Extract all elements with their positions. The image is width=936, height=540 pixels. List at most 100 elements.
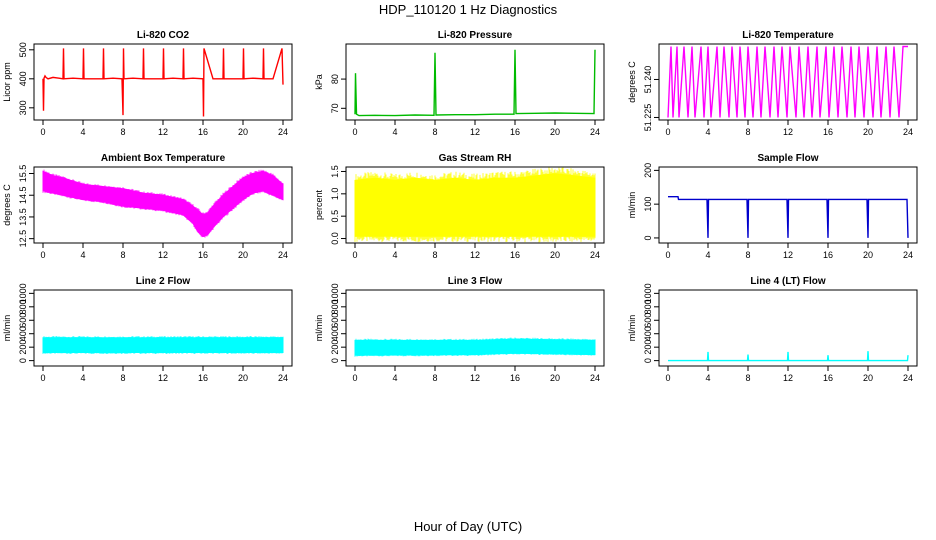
x-tick-label: 4	[705, 250, 710, 260]
plot-area	[668, 351, 909, 362]
plot-area	[42, 335, 284, 355]
panel-title: Sample Flow	[757, 153, 818, 164]
x-tick-label: 8	[432, 127, 437, 137]
x-tick-label: 4	[705, 373, 710, 383]
x-tick-label: 12	[470, 127, 480, 137]
y-tick-label: 12.5	[18, 230, 28, 248]
plot-area	[354, 167, 596, 243]
x-tick-label: 12	[783, 127, 793, 137]
y-tick-label: 1000	[330, 283, 340, 303]
y-tick-label: 15.5	[18, 165, 28, 183]
y-tick-label: 51.225	[643, 104, 653, 132]
y-axis-label: ml/min	[627, 315, 637, 342]
y-tick-label: 800	[330, 299, 340, 314]
x-tick-label: 24	[590, 373, 600, 383]
x-tick-label: 12	[158, 373, 168, 383]
panel-9: Line 4 (LT) Flow ml/min 0 4 8 12 16 20 24 0 200400…	[627, 276, 918, 383]
plot-frame	[33, 289, 293, 367]
x-tick-label: 20	[238, 373, 248, 383]
x-tick-label: 24	[590, 250, 600, 260]
panel-3: Li-820 Temperature degrees C 0 4 8 12 16 20 24 51…	[627, 30, 918, 137]
panel-2: Li-820 Pressure kPa 0 4 8 12 16 20 24 70 80	[314, 30, 605, 137]
x-tick-label: 0	[665, 127, 670, 137]
x-tick-label: 0	[40, 250, 45, 260]
y-tick-label: 600	[18, 313, 28, 328]
plot-area	[667, 45, 908, 118]
x-tick-label: 12	[158, 127, 168, 137]
plot-area	[42, 169, 284, 238]
x-tick-label: 0	[40, 127, 45, 137]
y-tick-label: 400	[18, 71, 28, 86]
panel-title: Line 2 Flow	[136, 276, 191, 287]
x-tick-label: 24	[903, 250, 913, 260]
x-tick-label: 0	[352, 373, 357, 383]
x-tick-label: 4	[80, 373, 85, 383]
x-tick-label: 16	[823, 127, 833, 137]
x-tick-label: 0	[665, 373, 670, 383]
y-tick-label: 200	[643, 163, 653, 178]
x-tick-label: 24	[278, 127, 288, 137]
figure-title: HDP_110120 1 Hz Diagnostics	[378, 2, 558, 17]
x-tick-label: 4	[80, 127, 85, 137]
panel-title: Li-820 Pressure	[438, 30, 513, 41]
y-tick-label: 13.5	[18, 208, 28, 226]
x-tick-label: 16	[510, 373, 520, 383]
y-tick-label: 0	[643, 358, 653, 363]
panel-4: Ambient Box Temperature degrees C 0 4 8 12 16 2…	[2, 153, 293, 260]
panel-1: Li-820 CO2 Licor ppm 0 4 8 12 16 20 24 300 400 500	[2, 30, 293, 137]
series-line	[42, 48, 284, 117]
x-tick-label: 20	[863, 373, 873, 383]
x-tick-label: 20	[863, 127, 873, 137]
y-axis-label: ml/min	[627, 192, 637, 219]
x-tick-label: 0	[352, 127, 357, 137]
y-tick-label: 0	[18, 358, 28, 363]
x-tick-label: 16	[510, 127, 520, 137]
plot-area	[354, 49, 596, 117]
plot-area	[354, 337, 596, 357]
x-tick-label: 20	[238, 127, 248, 137]
x-tick-label: 20	[550, 127, 560, 137]
x-tick-label: 0	[40, 373, 45, 383]
x-tick-label: 16	[823, 250, 833, 260]
series-line	[668, 196, 909, 238]
panel-title: Line 4 (LT) Flow	[750, 276, 826, 287]
y-tick-label: 200	[330, 340, 340, 355]
x-tick-label: 24	[903, 373, 913, 383]
x-tick-label: 12	[158, 250, 168, 260]
y-tick-label: 600	[643, 313, 653, 328]
y-tick-label: 1.5	[330, 165, 340, 178]
y-tick-label: 800	[643, 299, 653, 314]
y-tick-label: 14.5	[18, 186, 28, 204]
x-tick-label: 24	[590, 127, 600, 137]
y-tick-label: 0	[643, 235, 653, 240]
y-axis-label: percent	[314, 189, 324, 220]
x-tick-label: 8	[120, 250, 125, 260]
x-tick-label: 12	[783, 373, 793, 383]
y-tick-label: 70	[330, 103, 340, 113]
x-tick-label: 4	[392, 373, 397, 383]
x-tick-label: 8	[745, 373, 750, 383]
y-axis-label: Licor ppm	[2, 62, 12, 102]
x-tick-label: 24	[278, 373, 288, 383]
y-tick-label: 1000	[18, 283, 28, 303]
x-tick-label: 24	[903, 127, 913, 137]
x-tick-label: 12	[783, 250, 793, 260]
x-tick-label: 8	[745, 250, 750, 260]
panel-title: Line 3 Flow	[448, 276, 503, 287]
plot-area	[668, 196, 909, 238]
x-tick-label: 16	[823, 373, 833, 383]
x-tick-label: 16	[198, 127, 208, 137]
x-axis-caption: Hour of Day (UTC)	[413, 519, 523, 534]
x-tick-label: 4	[80, 250, 85, 260]
y-tick-label: 51.240	[643, 66, 653, 94]
y-tick-label: 800	[18, 299, 28, 314]
x-tick-label: 20	[863, 250, 873, 260]
x-tick-label: 24	[278, 250, 288, 260]
y-tick-label: 200	[643, 340, 653, 355]
panel-8: Line 3 Flow ml/min 0 4 8 12 16 20 24 0 20040060080…	[314, 276, 605, 383]
x-tick-label: 8	[120, 373, 125, 383]
panel-6: Sample Flow ml/min 0 4 8 12 16 20 24 0 100 200	[627, 153, 918, 260]
y-tick-label: 200	[18, 340, 28, 355]
x-tick-label: 4	[392, 250, 397, 260]
